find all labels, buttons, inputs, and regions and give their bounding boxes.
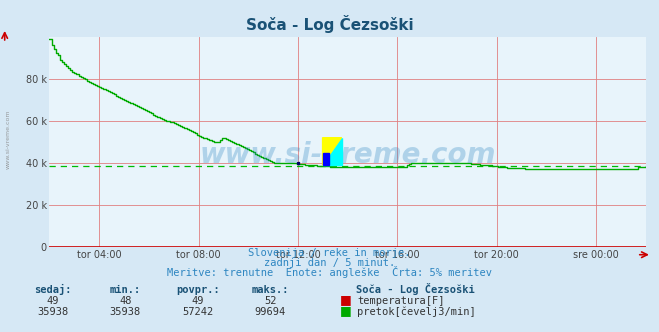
Text: Meritve: trenutne  Enote: angleške  Črta: 5% meritev: Meritve: trenutne Enote: angleške Črta: … xyxy=(167,266,492,278)
Text: pretok[čevelj3/min]: pretok[čevelj3/min] xyxy=(357,306,476,317)
Text: 48: 48 xyxy=(119,296,131,306)
Text: 35938: 35938 xyxy=(37,307,69,317)
Text: 49: 49 xyxy=(192,296,204,306)
Text: 99694: 99694 xyxy=(254,307,286,317)
Text: 52: 52 xyxy=(264,296,276,306)
Polygon shape xyxy=(322,138,341,165)
Polygon shape xyxy=(322,153,330,165)
Text: maks.:: maks.: xyxy=(252,285,289,295)
Text: povpr.:: povpr.: xyxy=(176,285,219,295)
Text: Soča - Log Čezsoški: Soča - Log Čezsoški xyxy=(356,283,474,295)
Text: 49: 49 xyxy=(47,296,59,306)
Text: ■: ■ xyxy=(339,293,351,306)
Text: www.si-vreme.com: www.si-vreme.com xyxy=(5,110,11,169)
Text: Soča - Log Čezsoški: Soča - Log Čezsoški xyxy=(246,15,413,33)
Text: Slovenija / reke in morje.: Slovenija / reke in morje. xyxy=(248,248,411,258)
Text: www.si-vreme.com: www.si-vreme.com xyxy=(200,140,496,169)
Text: ■: ■ xyxy=(339,304,351,317)
Text: min.:: min.: xyxy=(109,285,141,295)
Text: 35938: 35938 xyxy=(109,307,141,317)
Polygon shape xyxy=(322,138,341,165)
Text: sedaj:: sedaj: xyxy=(34,284,71,295)
Text: 57242: 57242 xyxy=(182,307,214,317)
Text: zadnji dan / 5 minut.: zadnji dan / 5 minut. xyxy=(264,258,395,268)
Text: temperatura[F]: temperatura[F] xyxy=(357,296,445,306)
